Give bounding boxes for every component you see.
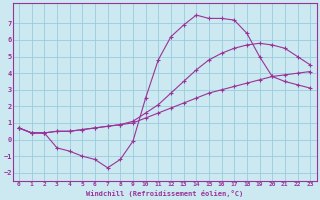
X-axis label: Windchill (Refroidissement éolien,°C): Windchill (Refroidissement éolien,°C) [86, 190, 243, 197]
